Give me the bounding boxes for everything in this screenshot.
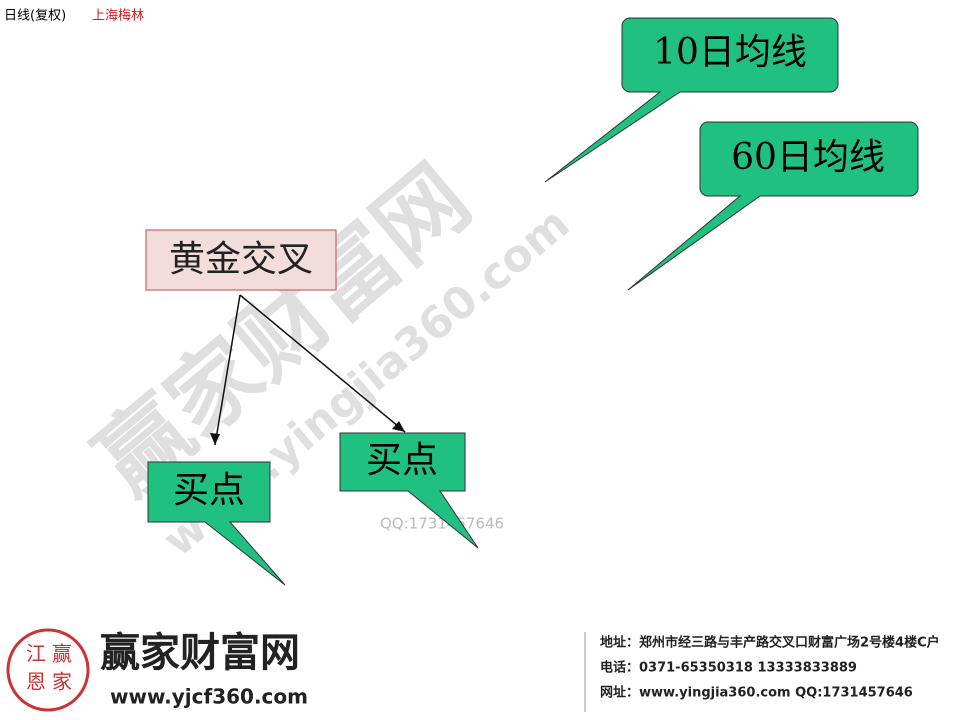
cross-box xyxy=(145,229,337,291)
callout-box xyxy=(544,17,839,183)
address: 地址：郑州市经三路与丰产路交叉口财富广场2号楼4楼C户 xyxy=(600,635,940,651)
logo-char: 恩 xyxy=(26,670,46,694)
web: 网址：www.yingjia360.com QQ:1731457646 xyxy=(600,685,913,701)
callout-text: 10日均线 xyxy=(653,32,807,73)
watermark-qq: QQ:1731457646 xyxy=(380,515,504,533)
logo-char: 赢 xyxy=(52,642,72,666)
callout-text: 买点 xyxy=(366,440,438,481)
logo-char: 家 xyxy=(52,670,72,694)
callout-box xyxy=(339,432,479,549)
footer xyxy=(0,620,960,720)
logo xyxy=(6,628,90,712)
period: 日线(复权) xyxy=(4,8,66,24)
logo-char: 江 xyxy=(26,642,46,666)
callout-text: 60日均线 xyxy=(731,137,885,178)
brand: 赢家财富网 xyxy=(100,630,300,676)
arrow xyxy=(214,294,406,446)
callout-box xyxy=(627,121,919,291)
callout-box xyxy=(147,461,286,586)
stock: 上海梅林 xyxy=(92,9,144,24)
phone: 电话：0371-65350318 13333833889 xyxy=(600,660,857,676)
site: www.yjcf360.com xyxy=(110,685,308,709)
callout-text: 买点 xyxy=(173,470,245,511)
cross-text: 黄金交叉 xyxy=(169,239,313,280)
